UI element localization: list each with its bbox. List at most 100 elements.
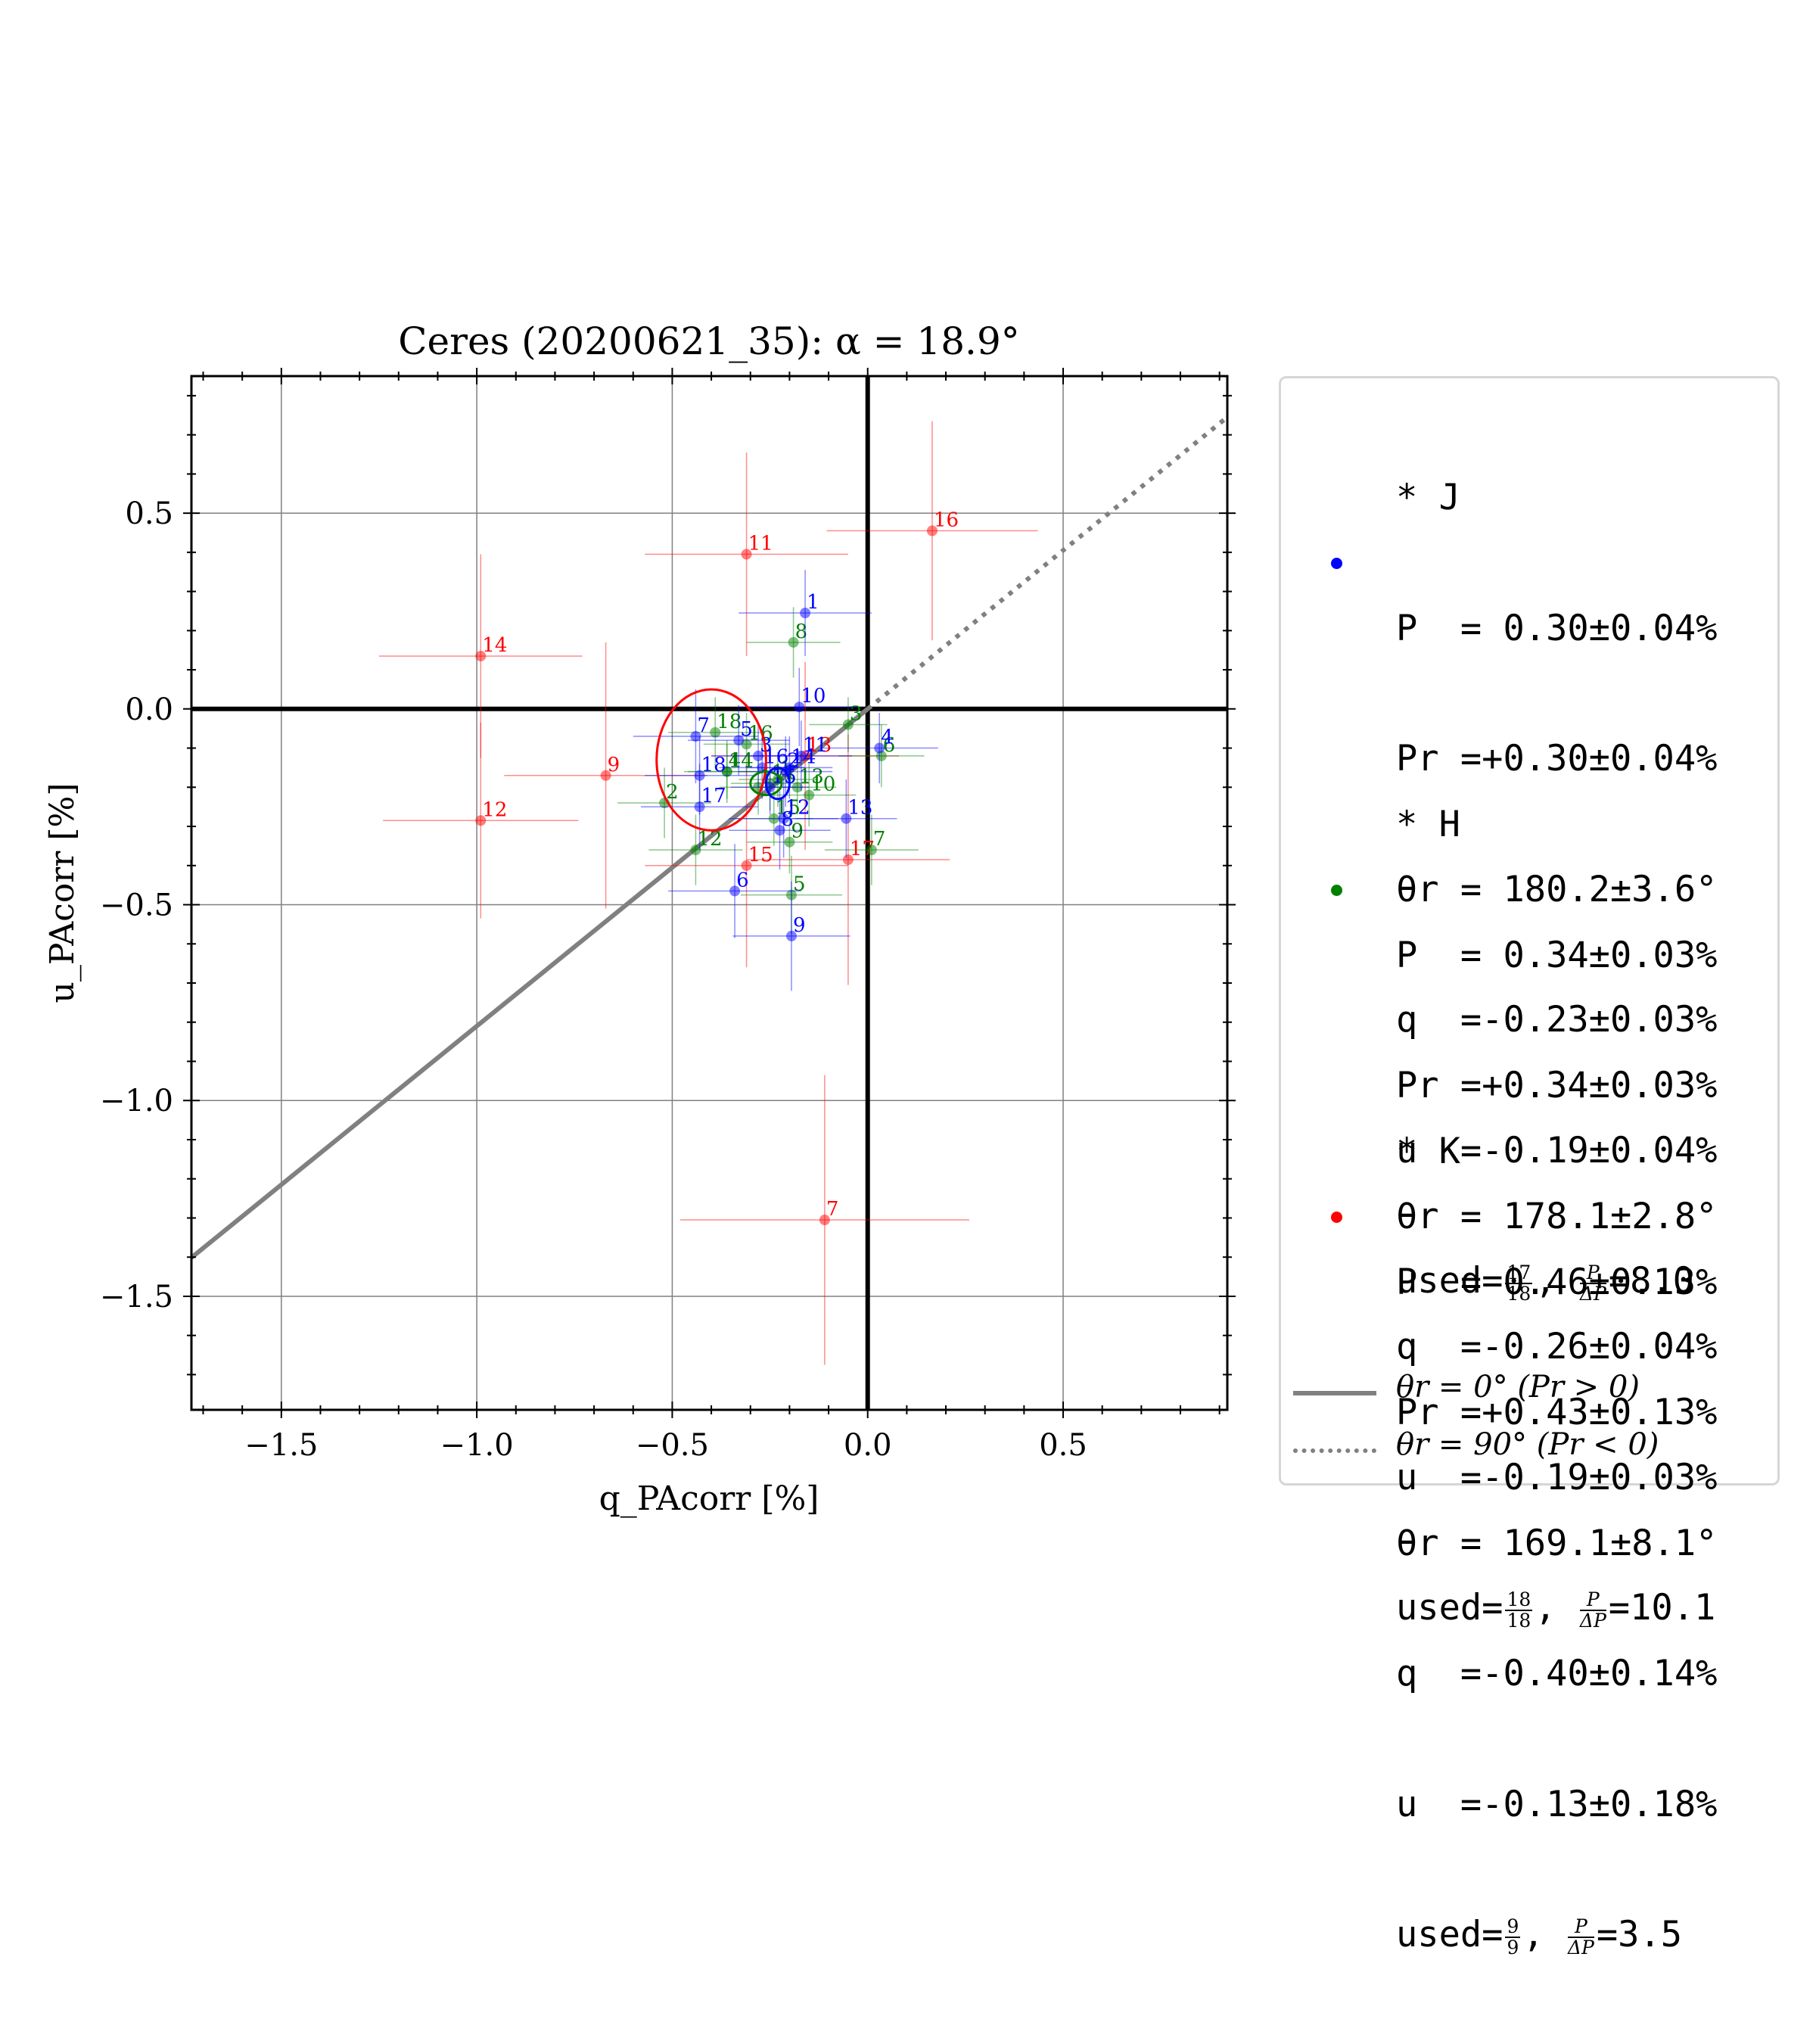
data-point — [785, 930, 797, 941]
data-point — [785, 889, 797, 901]
point-label: 14 — [729, 750, 754, 773]
data-point — [741, 549, 752, 560]
point-label: 16 — [763, 745, 788, 768]
mean-ellipse-k — [655, 688, 767, 832]
legend-band: * J — [1396, 477, 1460, 518]
legend-u: u =-0.19±0.04% — [1396, 1129, 1718, 1171]
legend-marker-k — [1331, 1212, 1342, 1223]
legend-used: used= 9 9, P ΔP =3.5 — [1396, 1914, 1683, 1958]
legend-q: q =-0.23±0.03% — [1396, 999, 1718, 1041]
point-label: 14 — [791, 745, 816, 768]
x-axis-label: q_PAcorr [%] — [599, 1479, 819, 1518]
data-point — [690, 731, 701, 742]
y-tick-label: 0.0 — [125, 692, 173, 727]
point-label: 14 — [482, 634, 507, 657]
point-label: 18 — [717, 711, 742, 733]
point-label: 11 — [803, 734, 828, 757]
legend-pr: Pr =+0.30±0.04% — [1396, 738, 1718, 779]
data-point — [753, 750, 764, 761]
data-point — [866, 845, 877, 856]
point-label: 6 — [736, 869, 749, 891]
legend-marker-h — [1331, 885, 1342, 896]
point-label: 11 — [748, 532, 773, 555]
legend-band: * K — [1396, 1131, 1460, 1172]
zero-axes — [191, 376, 1227, 1410]
legend-band: * H — [1396, 804, 1460, 845]
y-tick-label: −1.0 — [100, 1084, 173, 1118]
legend-u: u =-0.13±0.18% — [1396, 1783, 1718, 1825]
legend-theta: θr = 178.1±2.8° — [1396, 1195, 1718, 1237]
data-point — [794, 702, 805, 713]
y-tick-label: −1.5 — [100, 1280, 173, 1314]
y-tick-label: −0.5 — [100, 888, 173, 923]
data-point — [729, 885, 741, 897]
legend: * J P = 0.30±0.04% Pr =+0.30±0.04% θr = … — [1279, 376, 1780, 1957]
series-j: 123456789101112131415161718 — [633, 570, 938, 991]
data-point — [690, 845, 701, 856]
data-point — [475, 815, 487, 826]
x-tick-label: −0.5 — [636, 1428, 709, 1463]
data-point — [795, 750, 807, 761]
point-label: 5 — [793, 873, 806, 896]
point-label: 13 — [847, 797, 872, 820]
legend-marker-j — [1331, 558, 1342, 569]
dotted-line-label: θr = 90° (Pr < 0) — [1396, 1427, 1659, 1462]
point-label: 4 — [881, 726, 894, 749]
point-label: 13 — [807, 734, 832, 757]
reference-line-solid — [191, 707, 869, 1260]
legend-u: u =-0.19±0.03% — [1396, 1456, 1718, 1498]
reference-line-dotted — [866, 415, 1227, 711]
point-label: 1 — [807, 591, 819, 614]
axis-ticks: −1.5 −1.0 −0.5 0.0 0.5 0.5 0.0 −0.5 −1.0 −1.5 — [100, 368, 1236, 1463]
chart-title: Ceres (20200621_35): α = 18.9° — [398, 319, 1020, 363]
point-label: 4 — [729, 750, 742, 773]
data-series: 7911121314151617123456789101112131415161… — [378, 421, 1038, 1365]
grid-lines — [191, 376, 1227, 1410]
x-tick-label: −1.0 — [440, 1428, 514, 1463]
point-label: 7 — [873, 828, 886, 851]
mean-ellipse-j — [764, 766, 791, 801]
point-label: 10 — [801, 685, 826, 708]
point-label: 9 — [791, 820, 804, 843]
point-label: 18 — [701, 754, 726, 776]
polarization-chart: 7911121314151617123456789101112131415161… — [43, 319, 1236, 1518]
data-point — [784, 836, 795, 848]
data-point — [600, 770, 611, 781]
point-label: 15 — [748, 844, 773, 866]
y-axis-label: u_PAcorr [%] — [43, 782, 82, 1003]
plot-frame — [190, 375, 1229, 1411]
data-point — [784, 762, 795, 773]
x-tick-label: −1.5 — [244, 1428, 318, 1463]
data-point — [774, 825, 785, 836]
data-point — [475, 650, 487, 661]
point-label: 12 — [482, 798, 507, 821]
solid-line-label: θr = 0° (Pr > 0) — [1396, 1370, 1640, 1405]
legend-p: P = 0.34±0.03% — [1396, 934, 1718, 976]
data-point — [741, 860, 752, 871]
legend-q: q =-0.26±0.04% — [1396, 1326, 1718, 1367]
data-point — [694, 801, 705, 813]
data-point — [926, 525, 938, 537]
data-point — [842, 854, 854, 866]
x-tick-label: 0.5 — [1039, 1428, 1087, 1463]
data-point — [819, 1215, 830, 1226]
legend-p: P = 0.30±0.04% — [1396, 607, 1718, 649]
legend-used: used= 18 18, P ΔP =10.1 — [1396, 1587, 1716, 1632]
point-label: 5 — [740, 718, 753, 741]
legend-dotted-line-entry: θr = 90° (Pr < 0) — [1281, 1427, 1777, 1473]
data-point — [842, 719, 854, 730]
point-label: 16 — [934, 509, 959, 531]
x-tick-label: 0.0 — [844, 1428, 892, 1463]
data-point — [733, 735, 745, 746]
dotted-line-sample — [1293, 1448, 1376, 1453]
data-point — [874, 742, 885, 754]
data-point — [710, 726, 721, 738]
data-point — [804, 789, 815, 801]
legend-used: used= 17 18, P ΔP =8.0 — [1396, 1260, 1694, 1305]
point-label: 3 — [850, 703, 863, 726]
y-tick-label: 0.5 — [125, 496, 173, 531]
data-point — [721, 766, 732, 777]
point-label: 17 — [701, 785, 726, 807]
data-point — [800, 608, 811, 619]
point-label: 9 — [793, 914, 806, 937]
